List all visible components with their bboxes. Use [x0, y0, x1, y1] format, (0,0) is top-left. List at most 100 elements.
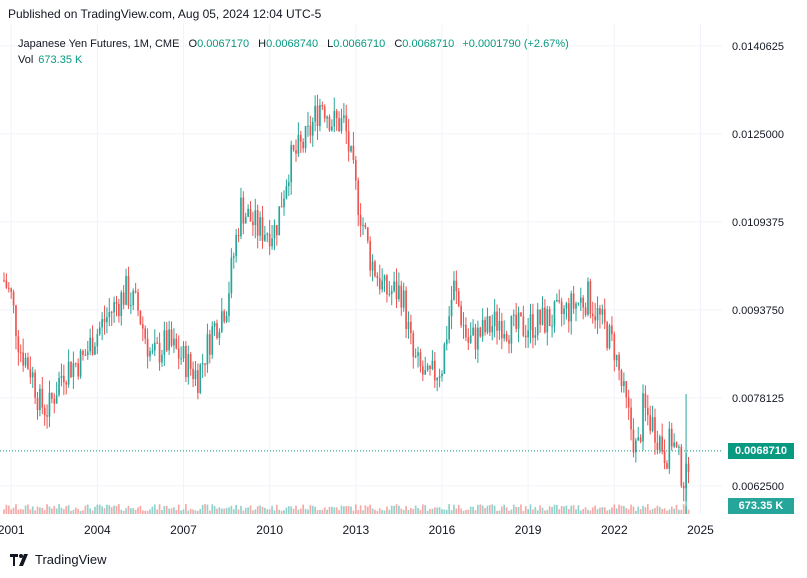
volume-bar — [146, 510, 149, 514]
candle-body — [311, 121, 314, 136]
volume-bar — [283, 510, 285, 514]
candle-body — [445, 339, 448, 345]
volume-bar — [139, 505, 142, 514]
volume-bar — [46, 504, 48, 514]
volume-bar — [620, 505, 623, 514]
candle-body — [489, 316, 491, 333]
candle-body — [417, 352, 419, 356]
volume-bar — [106, 504, 108, 514]
candle-body — [62, 375, 65, 383]
candle-body — [560, 301, 563, 315]
volume-bar — [438, 507, 441, 514]
candle-body — [343, 115, 345, 118]
volume-bar — [235, 504, 237, 514]
candle-body — [350, 145, 352, 152]
volume-bar — [587, 509, 589, 514]
candle-body — [24, 357, 27, 366]
volume-bar — [572, 505, 575, 514]
candle-body — [579, 297, 582, 303]
candle-body — [314, 105, 316, 122]
candle-body — [534, 335, 537, 338]
volume-bar — [364, 505, 367, 514]
volume-bar — [639, 509, 642, 514]
candle-body — [204, 363, 206, 365]
volume-bar — [443, 509, 446, 514]
candle-body — [252, 221, 254, 226]
volume-bar — [632, 506, 635, 514]
volume-bar — [180, 510, 182, 514]
volume-bar — [110, 507, 113, 514]
volume-bar — [295, 505, 297, 514]
volume-bar — [232, 509, 235, 514]
candle-body — [3, 280, 5, 282]
volume-bar — [460, 508, 462, 514]
volume-bar — [666, 510, 668, 514]
volume-bar — [352, 510, 355, 514]
volume-bar — [448, 504, 450, 514]
candle-body — [120, 292, 123, 317]
candle-body — [556, 300, 558, 302]
candle-body — [388, 293, 391, 295]
candle-body — [687, 463, 690, 472]
chart-area[interactable]: 0.0140625 0.0125000 0.0109375 0.0093750 0.00… — [0, 24, 807, 546]
candle-body — [637, 437, 640, 441]
volume-bar — [589, 510, 592, 514]
footer-brand[interactable]: TradingView — [10, 552, 107, 567]
candle-body — [474, 327, 477, 350]
candle-body — [493, 311, 496, 327]
candle-body — [146, 338, 149, 357]
candle-body — [460, 305, 462, 326]
candle-body — [429, 365, 431, 369]
candle-body — [601, 309, 604, 315]
volume-bar — [79, 510, 82, 514]
candle-body — [639, 437, 642, 442]
candle-body — [70, 361, 72, 378]
volume-bar — [197, 510, 199, 514]
candle-body — [594, 316, 596, 321]
candle-body — [661, 436, 664, 452]
candle-body — [173, 338, 175, 346]
volume-bar — [410, 508, 412, 514]
last-price-tag: 0.0068710 — [728, 442, 794, 459]
volume-bar — [462, 510, 465, 514]
candle-body — [182, 345, 185, 359]
volume-bar — [455, 508, 458, 514]
candle-body — [309, 125, 312, 136]
candle-body — [685, 463, 687, 489]
volume-bar — [24, 505, 27, 514]
volume-bar — [292, 508, 295, 514]
candle-body — [539, 309, 541, 325]
volume-bar — [153, 504, 156, 514]
candle-body — [237, 235, 240, 237]
volume-bar — [268, 509, 271, 514]
candle-body — [410, 321, 412, 333]
candle-body — [570, 293, 573, 322]
grid-lines — [0, 24, 722, 514]
candle-body — [359, 215, 362, 226]
volume-bar — [304, 508, 307, 514]
candle-body — [635, 440, 637, 453]
candle-body — [515, 314, 518, 329]
candle-body — [366, 227, 369, 241]
candle-body — [211, 326, 214, 355]
volume-bar — [656, 505, 659, 514]
volume-bar — [402, 509, 405, 514]
candle-body — [283, 198, 285, 208]
volume-bar — [43, 510, 46, 514]
candle-body — [441, 373, 443, 377]
candle-body — [223, 311, 226, 322]
candle-body — [455, 280, 458, 292]
candle-body — [79, 350, 82, 377]
candle-body — [611, 325, 613, 335]
volume-bar — [134, 509, 137, 514]
candle-body — [654, 417, 656, 443]
volume-bar — [457, 504, 460, 514]
high-value: 0.0068740 — [266, 38, 319, 50]
volume-bar — [58, 504, 60, 514]
candle-body — [84, 354, 87, 356]
candle-body — [43, 407, 46, 416]
volume-bar — [357, 510, 360, 514]
volume-bar — [407, 510, 410, 514]
candle-body — [563, 308, 565, 315]
volume-bar — [642, 505, 644, 514]
